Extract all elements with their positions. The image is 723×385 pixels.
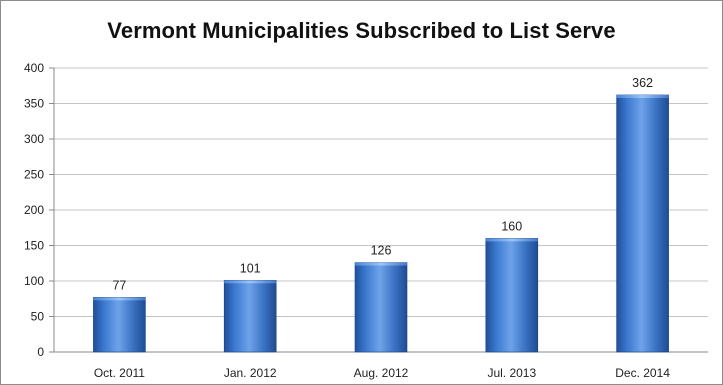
bar [485, 238, 539, 353]
y-tick-label: 0 [37, 345, 44, 359]
data-label: 126 [371, 244, 392, 258]
bar [93, 297, 146, 353]
x-tick-label: Aug. 2012 [354, 366, 409, 380]
bar [354, 262, 408, 353]
bars [93, 94, 669, 353]
data-label: 362 [632, 76, 653, 90]
labels: 0 50 100 150 200 250 300 350 400 77 Oct. 2011 101 Ja… [24, 61, 670, 380]
bar-cap [93, 297, 146, 301]
chart-title: Vermont Municipalities Subscribed to Lis… [107, 18, 616, 43]
x-tick-label: Dec. 2014 [615, 366, 670, 380]
data-label: 160 [501, 219, 522, 233]
x-tick-label: Jul. 2013 [487, 366, 536, 380]
y-tick-label: 350 [24, 97, 44, 111]
bar [223, 279, 277, 353]
y-tick-label: 400 [24, 61, 44, 75]
bar-cap [355, 262, 407, 266]
y-tick-label: 300 [24, 132, 44, 146]
x-tick-label: Oct. 2011 [94, 366, 145, 380]
y-tick-label: 150 [24, 239, 44, 253]
grid-lines [49, 67, 708, 353]
data-label: 77 [112, 278, 126, 292]
y-tick-label: 100 [24, 274, 44, 288]
y-tick-label: 200 [24, 203, 44, 217]
bar [616, 94, 669, 353]
bar-cap [224, 280, 277, 284]
x-tick-label: Jan. 2012 [224, 366, 277, 380]
bar-cap [616, 94, 669, 98]
data-label: 101 [240, 261, 261, 275]
y-tick-label: 250 [24, 168, 44, 182]
bar-cap [485, 238, 538, 242]
y-tick-label: 50 [31, 310, 45, 324]
